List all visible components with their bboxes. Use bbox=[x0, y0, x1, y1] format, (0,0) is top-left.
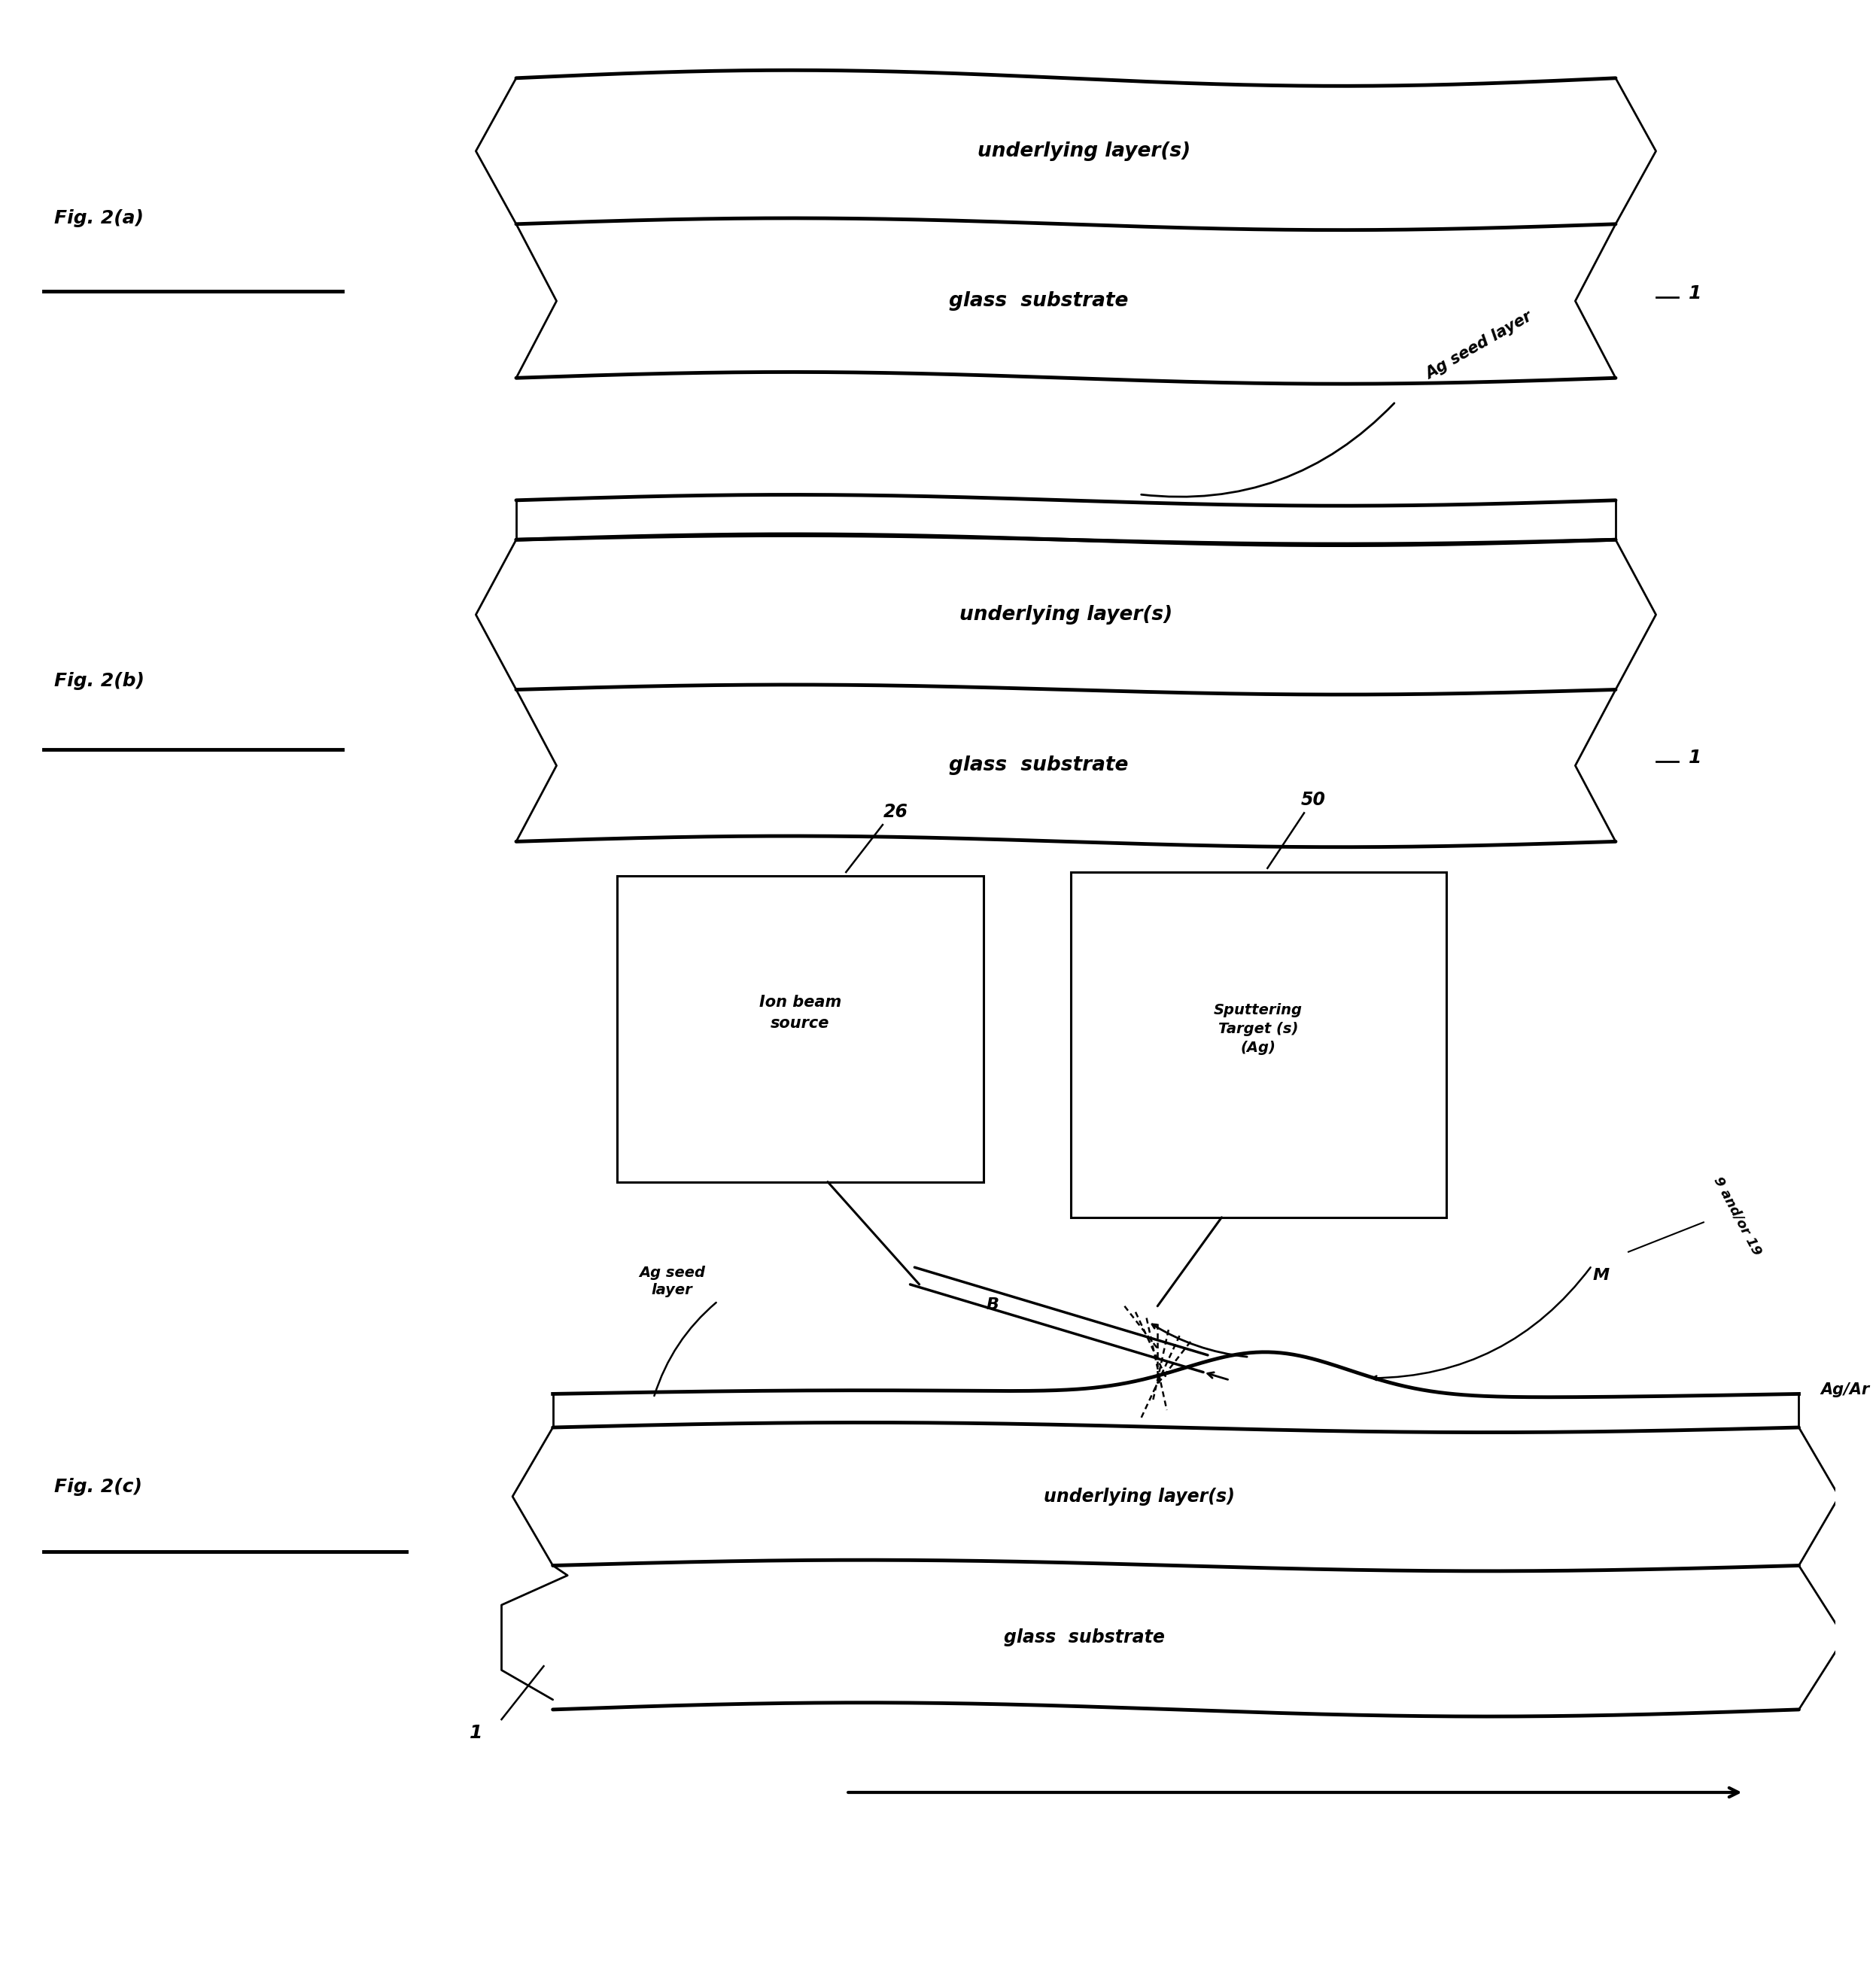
FancyBboxPatch shape bbox=[617, 877, 983, 1181]
Text: Fig. 2(b): Fig. 2(b) bbox=[54, 671, 144, 691]
Text: 26: 26 bbox=[884, 803, 908, 821]
Text: glass  substrate: glass substrate bbox=[949, 756, 1127, 776]
Text: Ag/Ar: Ag/Ar bbox=[1822, 1383, 1870, 1397]
Text: 50: 50 bbox=[1300, 792, 1326, 809]
Text: Ag seed layer: Ag seed layer bbox=[1424, 309, 1535, 382]
Text: Ag seed
layer: Ag seed layer bbox=[640, 1265, 705, 1298]
Text: underlying layer(s): underlying layer(s) bbox=[977, 141, 1191, 160]
Text: glass  substrate: glass substrate bbox=[1004, 1629, 1165, 1647]
Text: 9 and/or 19: 9 and/or 19 bbox=[1711, 1176, 1763, 1259]
Text: Fig. 2(c): Fig. 2(c) bbox=[54, 1478, 143, 1496]
Text: 1: 1 bbox=[1688, 748, 1702, 766]
Text: 1: 1 bbox=[469, 1724, 482, 1742]
Text: Ion beam
source: Ion beam source bbox=[760, 995, 840, 1031]
Text: underlying layer(s): underlying layer(s) bbox=[1043, 1488, 1234, 1506]
FancyBboxPatch shape bbox=[1071, 873, 1446, 1217]
Text: Fig. 2(a): Fig. 2(a) bbox=[54, 210, 144, 228]
Text: underlying layer(s): underlying layer(s) bbox=[959, 606, 1172, 625]
Text: Sputtering
Target (s)
(Ag): Sputtering Target (s) (Ag) bbox=[1214, 1003, 1302, 1055]
Text: B: B bbox=[987, 1296, 1000, 1312]
Text: M: M bbox=[1593, 1269, 1610, 1282]
Text: 1: 1 bbox=[1688, 285, 1702, 303]
Text: glass  substrate: glass substrate bbox=[949, 291, 1127, 311]
